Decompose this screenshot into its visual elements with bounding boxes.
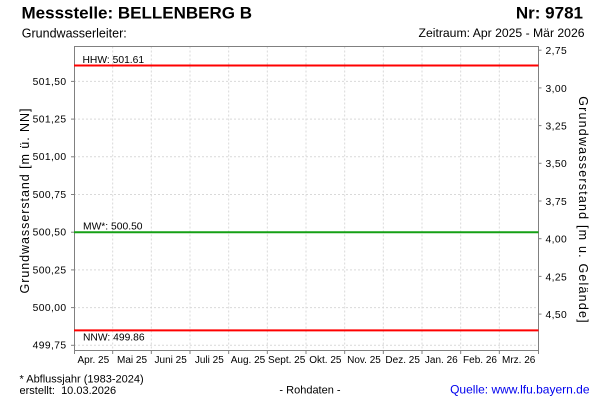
svg-text:499,75: 499,75: [33, 341, 67, 352]
svg-text:Juni 25: Juni 25: [155, 355, 188, 366]
svg-text:500,75: 500,75: [33, 190, 67, 201]
svg-text:- Rohdaten -: - Rohdaten -: [279, 385, 340, 397]
svg-text:Nr: 9781: Nr: 9781: [516, 4, 583, 23]
svg-text:500,00: 500,00: [33, 303, 67, 314]
svg-text:HHW: 501.61: HHW: 501.61: [83, 55, 145, 66]
svg-text:501,50: 501,50: [33, 77, 67, 88]
svg-text:Jan. 26: Jan. 26: [425, 355, 458, 366]
svg-text:3,50: 3,50: [546, 159, 568, 170]
svg-text:501,00: 501,00: [33, 152, 67, 163]
svg-text:Dez. 25: Dez. 25: [385, 355, 420, 366]
svg-text:Grundwasserstand [m ü. NN]: Grundwasserstand [m ü. NN]: [18, 108, 32, 294]
svg-text:* Abflussjahr (1983-2024): * Abflussjahr (1983-2024): [20, 373, 144, 385]
svg-text:Grundwasserstand [m u. Gelände: Grundwasserstand [m u. Gelände]: [576, 96, 590, 324]
svg-text:2,75: 2,75: [546, 46, 568, 57]
svg-text:Aug. 25: Aug. 25: [231, 355, 266, 366]
svg-text:500,50: 500,50: [33, 228, 67, 239]
svg-text:Feb. 26: Feb. 26: [463, 355, 497, 366]
svg-text:4,25: 4,25: [546, 272, 568, 283]
svg-text:3,75: 3,75: [546, 197, 568, 208]
svg-text:3,00: 3,00: [546, 84, 568, 95]
svg-text:Okt. 25: Okt. 25: [309, 355, 342, 366]
svg-text:501,25: 501,25: [33, 115, 67, 126]
svg-text:Juli 25: Juli 25: [195, 355, 224, 366]
svg-text:Zeitraum: Apr 2025 - Mär 2026: Zeitraum: Apr 2025 - Mär 2026: [419, 26, 585, 40]
svg-text:Messstelle: BELLENBERG B: Messstelle: BELLENBERG B: [22, 4, 253, 23]
svg-text:Quelle: www.lfu.bayern.de: Quelle: www.lfu.bayern.de: [450, 383, 590, 397]
svg-text:4,00: 4,00: [546, 235, 568, 246]
svg-text:MW*: 500.50: MW*: 500.50: [83, 222, 143, 233]
svg-text:erstellt: 10.03.2026: erstellt: 10.03.2026: [20, 385, 117, 397]
svg-text:4,50: 4,50: [546, 310, 568, 321]
svg-text:Grundwasserleiter:: Grundwasserleiter:: [22, 27, 127, 41]
svg-text:Mrz. 26: Mrz. 26: [502, 355, 536, 366]
svg-text:Sept. 25: Sept. 25: [268, 355, 306, 366]
svg-text:500,25: 500,25: [33, 265, 67, 276]
svg-text:Nov. 25: Nov. 25: [347, 355, 381, 366]
svg-text:3,25: 3,25: [546, 122, 568, 133]
svg-text:NNW: 499.86: NNW: 499.86: [83, 333, 145, 344]
svg-text:Mai 25: Mai 25: [117, 355, 147, 366]
svg-text:Apr. 25: Apr. 25: [77, 355, 109, 366]
